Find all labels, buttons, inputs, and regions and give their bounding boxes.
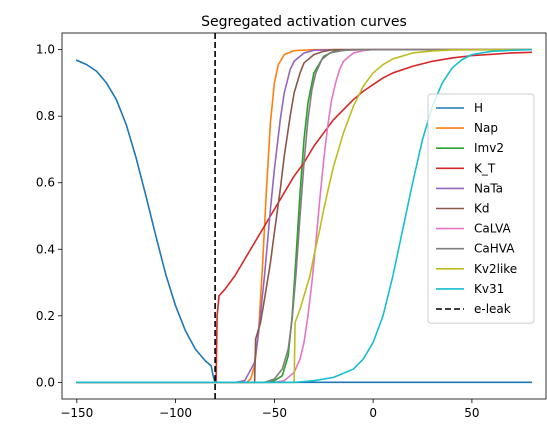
y-tick-label: 0.4 — [36, 242, 55, 256]
legend-label: Nap — [474, 121, 498, 135]
legend-label: Imv2 — [474, 141, 504, 155]
chart-title: Segregated activation curves — [201, 14, 407, 30]
plot-frame — [61, 32, 547, 400]
y-tick-label: 0.2 — [36, 309, 55, 323]
legend-label: Kv31 — [474, 282, 504, 296]
x-tick-label: 50 — [464, 406, 479, 420]
x-tick-label: 0 — [369, 406, 377, 420]
x-tick-label: −100 — [159, 406, 192, 420]
series-line-nap — [76, 48, 532, 384]
legend-label: CaLVA — [474, 222, 512, 236]
series-lines — [75, 48, 533, 384]
series-line-kd — [76, 48, 532, 384]
series-line-kv2like — [76, 48, 532, 384]
series-line-nata — [76, 48, 532, 384]
y-tick-label: 1.0 — [36, 43, 55, 57]
series-line-kv31 — [76, 48, 533, 384]
y-tick-label: 0.0 — [36, 375, 55, 389]
legend-label: Kd — [474, 202, 490, 216]
legend-label: K_T — [474, 161, 496, 175]
legend-label: NaTa — [474, 181, 503, 195]
series-line-h — [75, 59, 532, 384]
legend: H Nap Imv2 K_T NaTa Kd CaLVA CaHVA Kv2like Kv31 e-… — [427, 93, 535, 324]
y-tick-label: 0.8 — [36, 109, 55, 123]
legend-label: H — [474, 101, 483, 115]
legend-box — [427, 93, 535, 324]
series-line-cahva — [76, 48, 532, 384]
legend-label: CaHVA — [474, 242, 515, 256]
series-line-k-t — [76, 51, 533, 384]
legend-label: Kv2like — [474, 262, 517, 276]
y-tick-label: 0.6 — [36, 176, 55, 190]
x-tick-label: −50 — [262, 406, 287, 420]
legend-label: e-leak — [474, 302, 511, 316]
x-axis: −150 −100 −50 0 50 — [60, 399, 480, 420]
y-axis: 0.0 0.2 0.4 0.6 0.8 1.0 — [36, 43, 62, 389]
x-tick-label: −150 — [60, 406, 93, 420]
